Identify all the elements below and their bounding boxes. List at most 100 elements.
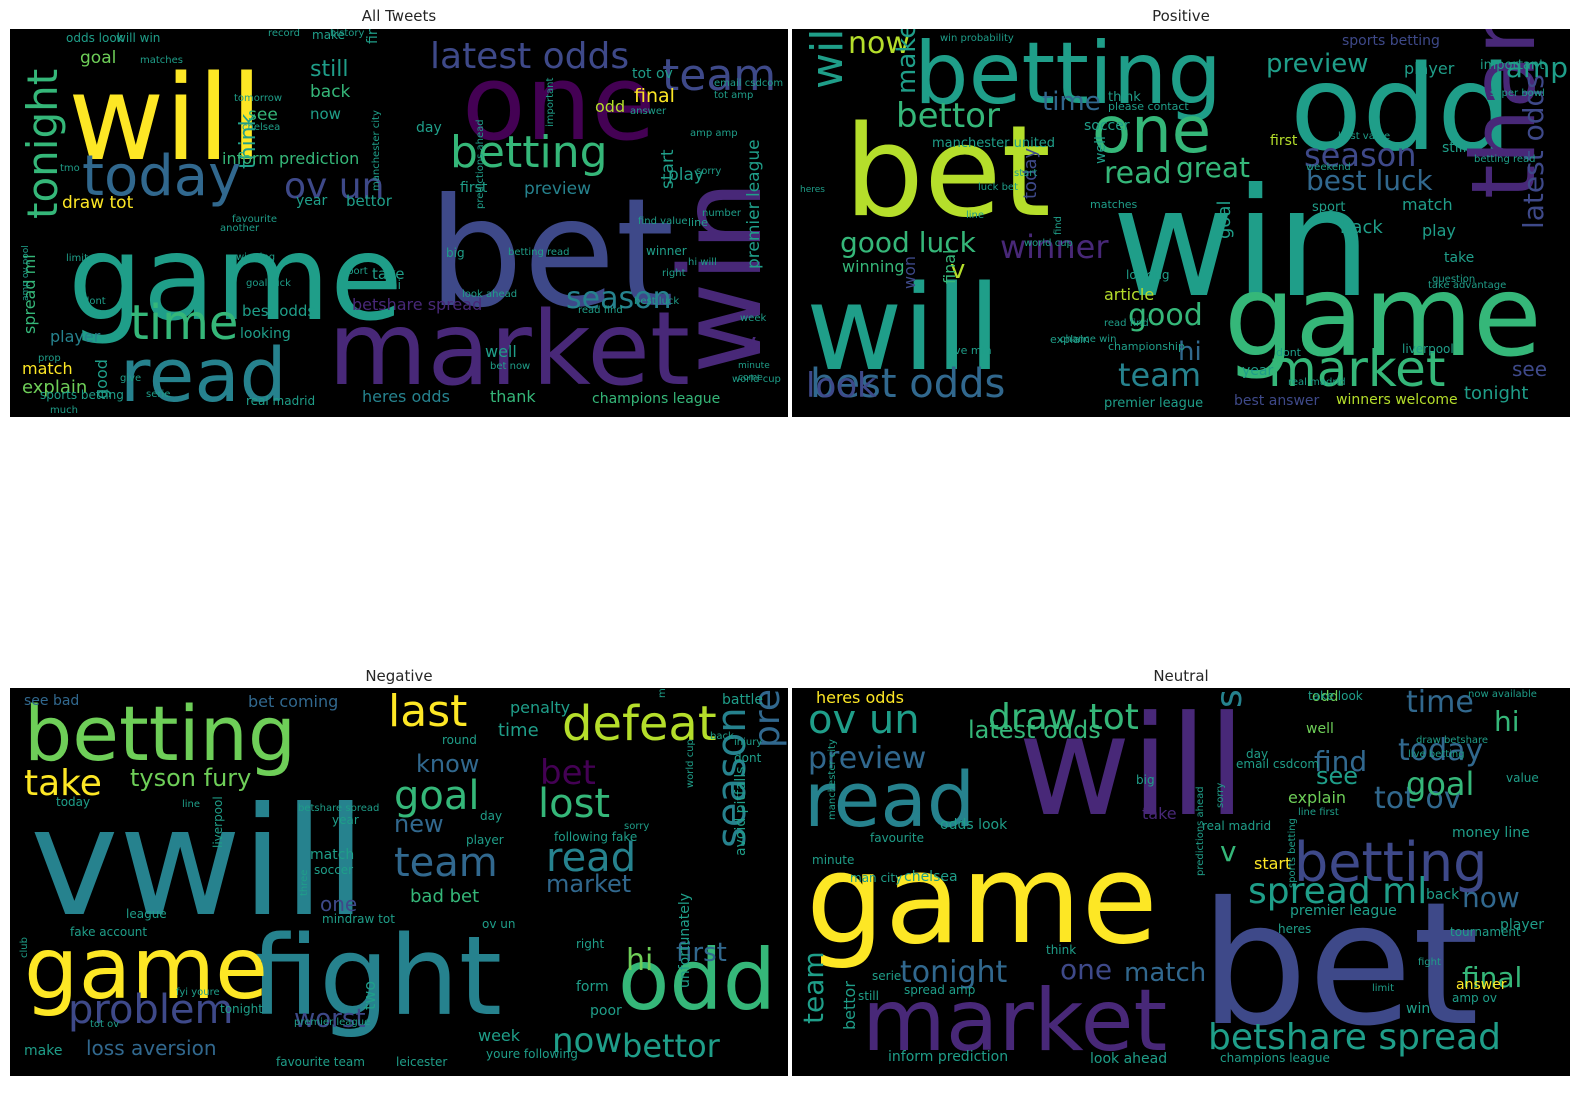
cloud-word: odd (1312, 689, 1339, 705)
cloud-word: team (1118, 356, 1202, 394)
cloud-word: win probability (940, 33, 1014, 44)
cloud-word: player (1404, 59, 1455, 78)
cloud-word: minute (738, 361, 770, 371)
cloud-word: bet coming (248, 692, 339, 711)
cloud-word: find value (638, 216, 688, 227)
cloud-word: preview (524, 179, 592, 199)
cloud-word: tot ov (1374, 781, 1462, 816)
word-cloud-all-tweets: will game bet market one win read today betting t… (10, 29, 788, 417)
cloud-word: preview (808, 741, 927, 776)
cloud-word: betting read (1474, 154, 1536, 165)
cloud-word: looking (240, 326, 291, 342)
cloud-word: goal (80, 48, 117, 68)
cloud-word: draw tot (62, 193, 134, 213)
cloud-word: time (1042, 87, 1101, 117)
cloud-word: article (1104, 285, 1155, 304)
cloud-word: live betting (1408, 749, 1465, 760)
cloud-word: read find (1104, 318, 1149, 329)
cloud-word: will (806, 259, 1001, 397)
cloud-word: know (416, 750, 480, 778)
cloud-word: predictions ahead (1195, 786, 1206, 876)
cloud-word: sorry (624, 821, 650, 832)
cloud-word: day (1246, 747, 1269, 761)
cloud-word: much (50, 405, 78, 416)
cloud-word: leicester (396, 1055, 448, 1069)
cloud-word: take (1142, 804, 1177, 823)
cloud-word: player (50, 327, 101, 346)
cloud-word: play (1422, 221, 1456, 240)
cloud-word: tonight (220, 1002, 263, 1016)
cloud-word: line first (1298, 807, 1339, 818)
cloud-word: market (546, 870, 632, 898)
cloud-word: limit (66, 253, 88, 264)
cloud-word: fight (1418, 957, 1441, 968)
cloud-word: great (1176, 151, 1251, 184)
cloud-word: liverpool (1402, 342, 1454, 356)
cloud-word: favourite (232, 214, 277, 225)
cloud-word: heres odds (816, 688, 904, 707)
cloud-word: sports betting (1342, 33, 1440, 49)
cloud-word: dont (83, 296, 106, 307)
cloud-word: club (19, 937, 30, 958)
cloud-word: betting read (508, 247, 570, 258)
cloud-word: amp amp (690, 128, 738, 139)
cloud-word: match (310, 847, 355, 863)
cloud-word: market (328, 290, 690, 409)
cloud-word: please contact (1108, 100, 1189, 113)
cloud-word: hi will (688, 257, 717, 268)
cloud-word: tomorrow (234, 93, 283, 104)
cloud-word: real madrid (1202, 819, 1272, 833)
cloud-word: champions league (1220, 1051, 1330, 1065)
cloud-word: match (1124, 958, 1207, 988)
cloud-word: manchester city (827, 739, 838, 820)
cloud-word: tonight (900, 955, 1008, 990)
cloud-word: right (662, 268, 686, 279)
cloud-word: email csdcom (1236, 757, 1320, 771)
cloud-word: hi (1178, 337, 1202, 367)
cloud-word: betshare spread (1208, 1017, 1502, 1058)
cloud-word: look (806, 366, 877, 406)
cloud-word: youre following (486, 1047, 578, 1061)
cloud-word: following fake (554, 830, 638, 844)
cloud-word: round (442, 733, 477, 747)
cloud-word: back (310, 82, 351, 102)
cloud-word: weekend (1306, 162, 1351, 173)
cloud-word: two (360, 980, 379, 1010)
cloud-word: one (462, 42, 656, 164)
cloud-word: chance win (1060, 334, 1117, 345)
panel-title-negative: Negative (365, 667, 433, 685)
cloud-word: money line (1452, 825, 1530, 841)
cloud-word: sport (1312, 200, 1346, 215)
cloud-word: player (1500, 917, 1545, 933)
cloud-word: penalty (510, 698, 571, 717)
cloud-word: day (480, 809, 503, 823)
cloud-word: problem (68, 987, 234, 1033)
cloud-word: well (485, 342, 517, 361)
cloud-word: v (1220, 835, 1237, 868)
cloud-word: limit (1372, 983, 1394, 994)
cloud-word: first (676, 938, 727, 968)
cloud-word: real madrid (246, 394, 316, 408)
cloud-word: year (332, 813, 359, 827)
cloud-word: will (68, 49, 263, 187)
cloud-word: preview (1266, 49, 1369, 79)
cloud-word: odd (595, 97, 626, 116)
cloud-word: day (416, 120, 442, 136)
cloud-word: premier league (1290, 903, 1397, 919)
cloud-word: goal luck (246, 278, 291, 289)
cloud-word: will (1018, 688, 1246, 847)
cloud-word: sports betting (40, 388, 124, 402)
cloud-word: minute (812, 853, 855, 867)
cloud-word: bettor (346, 192, 392, 210)
cloud-word: think (1046, 943, 1077, 957)
cloud-word: three (299, 869, 310, 896)
cloud-word: game (68, 209, 403, 347)
cloud-word: back (1426, 887, 1460, 903)
cloud-word: spread amp (904, 983, 976, 997)
cloud-word: best odds (242, 302, 316, 320)
cloud-word: chelsea (904, 869, 958, 885)
cloud-word: bet now (490, 361, 531, 372)
cloud-word: sport (342, 266, 368, 277)
cloud-word: back (1340, 217, 1383, 238)
cloud-word: liverpool (211, 796, 225, 848)
